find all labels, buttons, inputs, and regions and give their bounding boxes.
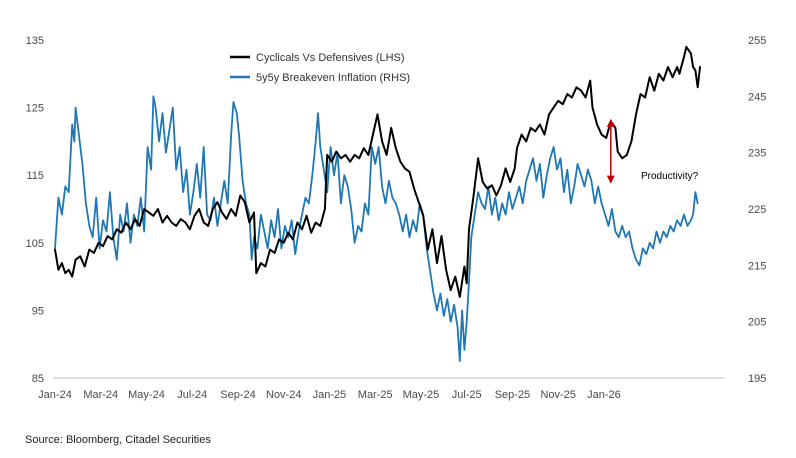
source-note: Source: Bloomberg, Citadel Securities bbox=[25, 434, 211, 446]
x-tick-label: Mar-25 bbox=[358, 389, 393, 401]
right-tick-label: 255 bbox=[748, 35, 766, 47]
left-tick-label: 125 bbox=[26, 103, 44, 115]
left-tick-label: 135 bbox=[26, 35, 44, 47]
right-tick-label: 195 bbox=[748, 373, 766, 385]
left-tick-label: 95 bbox=[32, 305, 44, 317]
left-tick-label: 115 bbox=[26, 170, 44, 182]
right-axis-ticks: 195 205 215 225 235 245 255 bbox=[748, 35, 766, 385]
legend-label-cyclicals: Cyclicals Vs Defensives (LHS) bbox=[256, 52, 405, 64]
left-axis-ticks: 85 95 105 115 125 135 bbox=[26, 35, 44, 385]
x-tick-label: May-24 bbox=[128, 389, 165, 401]
series-lines bbox=[54, 45, 701, 362]
right-tick-label: 205 bbox=[748, 317, 766, 329]
x-tick-label: Nov-25 bbox=[540, 389, 575, 401]
x-tick-label: Nov-24 bbox=[266, 389, 301, 401]
right-tick-label: 225 bbox=[748, 204, 766, 216]
x-tick-label: May-25 bbox=[403, 389, 440, 401]
x-tick-label: Jul-25 bbox=[452, 389, 482, 401]
annotation-arrowhead-top bbox=[606, 118, 615, 127]
x-tick-label: Jan-24 bbox=[38, 389, 72, 401]
right-tick-label: 235 bbox=[748, 148, 766, 160]
left-tick-label: 105 bbox=[26, 238, 44, 250]
series-line-breakeven bbox=[54, 95, 699, 362]
left-tick-label: 85 bbox=[32, 373, 44, 385]
legend: Cyclicals Vs Defensives (LHS) 5y5y Break… bbox=[230, 52, 410, 84]
x-tick-label: Mar-24 bbox=[83, 389, 118, 401]
annotation-arrowhead-bottom bbox=[606, 175, 615, 184]
x-tick-label: Jul-24 bbox=[177, 389, 207, 401]
series-line-cyclicals bbox=[54, 45, 701, 298]
x-tick-label: Jan-26 bbox=[587, 389, 621, 401]
x-tick-label: Sep-25 bbox=[495, 389, 530, 401]
right-tick-label: 245 bbox=[748, 91, 766, 103]
x-tick-label: Jan-25 bbox=[313, 389, 347, 401]
right-tick-label: 215 bbox=[748, 260, 766, 272]
productivity-annotation: Productivity? bbox=[606, 118, 699, 184]
x-tick-label: Sep-24 bbox=[220, 389, 255, 401]
x-axis-ticks: Jan-24 Mar-24 May-24 Jul-24 Sep-24 Nov-24 Jan-… bbox=[38, 389, 621, 401]
annotation-label: Productivity? bbox=[641, 171, 699, 182]
legend-label-breakeven: 5y5y Breakeven Inflation (RHS) bbox=[256, 72, 410, 84]
